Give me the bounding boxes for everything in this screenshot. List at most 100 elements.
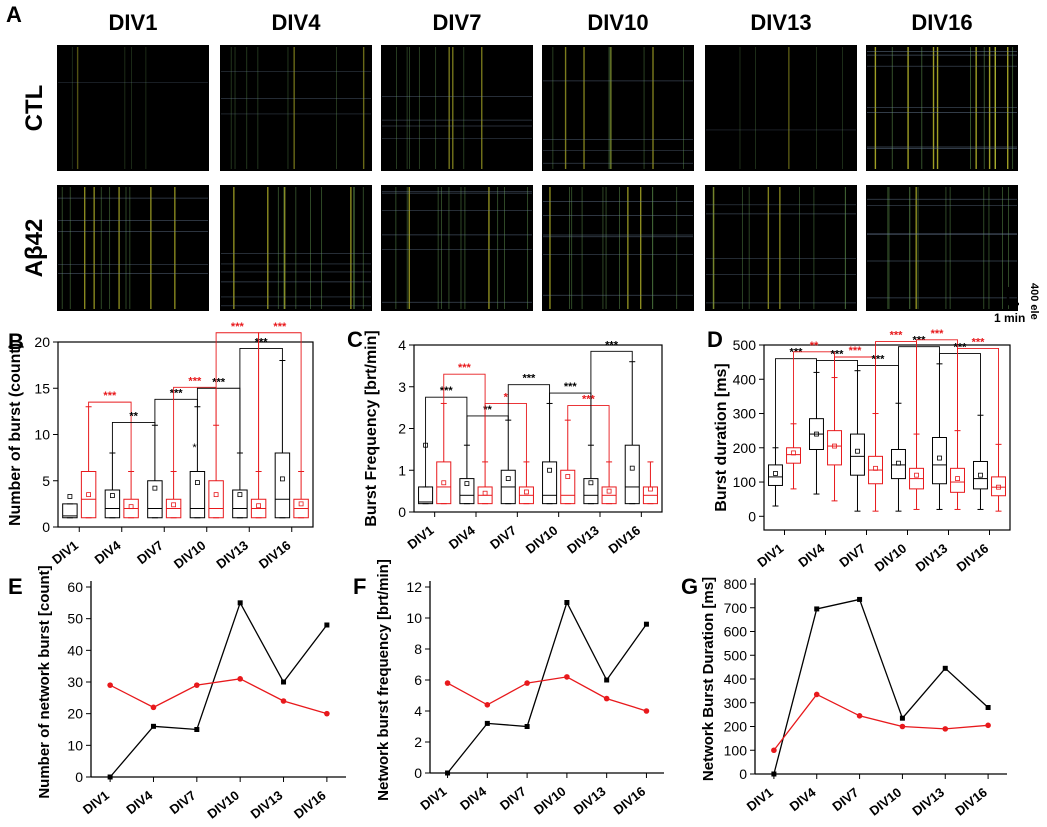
significance-label: *** (188, 375, 202, 387)
significance-bracket (425, 396, 468, 487)
box-mean-marker (441, 480, 447, 486)
y-axis-label: Burst duration [ms] (713, 363, 730, 511)
x-tick-label: DIV7 (829, 785, 861, 815)
data-point-abeta (194, 682, 200, 688)
box-body (147, 480, 163, 519)
raster-plot (705, 185, 857, 311)
box-body (560, 469, 576, 505)
panel-e-line-chart: 0 10 20 30 40 50 60 DIV1 DIV4 DIV7 DIV10 DIV13 DIV16… (36, 565, 346, 822)
data-point-ctl (771, 771, 777, 777)
x-tick-label: DIV13 (913, 541, 951, 575)
data-point-ctl (942, 665, 948, 671)
y-tick-label: 400 (724, 671, 748, 687)
y-tick-label: 600 (724, 624, 748, 640)
y-axis-label: Network burst frequency [brt/min] (375, 559, 392, 801)
x-tick-label: DIV16 (952, 785, 990, 819)
significance-label: *** (170, 387, 184, 399)
x-tick-label: DIV4 (795, 540, 828, 570)
data-point-abeta (771, 747, 777, 754)
raster-plot-background (381, 45, 533, 171)
box-body (418, 486, 434, 505)
y-tick-label: 10 (34, 427, 50, 443)
x-tick-label: DIV16 (256, 538, 294, 572)
box-mean-marker (914, 472, 919, 478)
raster-plot-background (705, 45, 857, 171)
raster-plot-background (220, 45, 372, 171)
box-mean-marker (565, 474, 571, 479)
significance-bracket (111, 422, 156, 453)
x-tick-label: DIV4 (92, 537, 125, 567)
x-tick-label: DIV4 (446, 522, 479, 552)
box-mean-marker (152, 485, 158, 491)
y-tick-label: 300 (724, 695, 748, 711)
box-mean-marker (482, 490, 488, 496)
box-body (973, 460, 988, 490)
y-tick-label: 0 (75, 769, 83, 785)
significance-bracket (173, 386, 217, 472)
y-tick-label: 1 (398, 462, 406, 478)
y-tick-label: 20 (67, 706, 83, 722)
x-tick-label: DIV1 (49, 538, 81, 568)
box-body (950, 467, 965, 493)
data-point-ctl (237, 600, 243, 606)
data-point-abeta (643, 708, 650, 714)
box-mean-marker (996, 484, 1001, 490)
x-tick-label: DIV4 (457, 783, 490, 813)
significance-bracket (88, 401, 132, 472)
x-tick-label: DIV10 (867, 785, 905, 819)
y-tick-label: 200 (733, 440, 757, 456)
y-tick-label: 3 (398, 379, 406, 395)
data-point-ctl (564, 600, 570, 605)
raster-column-header: DIV7 (433, 10, 482, 35)
x-tick-label: DIV13 (564, 523, 602, 557)
series-line-ctl (447, 600, 647, 774)
data-point-abeta (280, 698, 287, 704)
y-tick-label: 800 (724, 576, 748, 592)
box-mean-marker (547, 467, 552, 473)
significance-bracket (590, 350, 633, 446)
data-point-ctl (643, 621, 649, 627)
box-body (436, 461, 452, 505)
significance-bracket (507, 384, 551, 421)
significance-label: ** (129, 410, 138, 422)
data-point-ctl (814, 606, 820, 612)
y-tick-label: 2 (398, 421, 406, 437)
data-point-abeta (150, 704, 157, 711)
significance-label: *** (564, 381, 578, 393)
box-body (932, 437, 947, 485)
significance-bracket (196, 387, 241, 453)
raster-plot (705, 45, 857, 171)
raster-row-label: CTL (21, 85, 48, 132)
box-mean-marker (832, 443, 837, 449)
raster-scale-bar: 400 ele 1 min (994, 283, 1040, 325)
significance-label: *** (212, 376, 226, 388)
series-line-ctl (773, 598, 989, 775)
box-mean-marker (629, 465, 635, 471)
y-tick-label: 700 (724, 600, 748, 616)
data-point-abeta (985, 722, 991, 729)
y-tick-label: 300 (733, 406, 757, 422)
x-tick-label: DIV7 (134, 538, 166, 568)
box-mean-marker (873, 465, 878, 471)
raster-column-header: DIV10 (587, 10, 648, 35)
data-point-ctl (604, 677, 610, 683)
data-point-abeta (942, 726, 949, 732)
y-tick-label: 8 (414, 641, 422, 657)
y-tick-label: 6 (414, 672, 422, 688)
x-tick-label: DIV4 (123, 787, 156, 817)
x-tick-label: DIV16 (954, 541, 992, 575)
x-tick-label: DIV1 (417, 784, 449, 814)
data-point-ctl (524, 724, 530, 729)
y-tick-label: 5 (42, 473, 50, 489)
raster-plot (542, 45, 694, 171)
significance-bracket (567, 405, 610, 462)
box-mean-marker (194, 480, 200, 486)
box-body (891, 448, 906, 480)
y-tick-label: 100 (724, 742, 748, 758)
y-tick-label: 10 (67, 737, 83, 753)
x-tick-label: DIV13 (571, 784, 609, 818)
raster-plot-background (57, 185, 209, 311)
panel-a: A DIV1 DIV4 DIV7 DIV10 DIV13 DIV16 CTL Aβ42 40… (6, 2, 1040, 325)
significance-bracket (484, 403, 527, 462)
